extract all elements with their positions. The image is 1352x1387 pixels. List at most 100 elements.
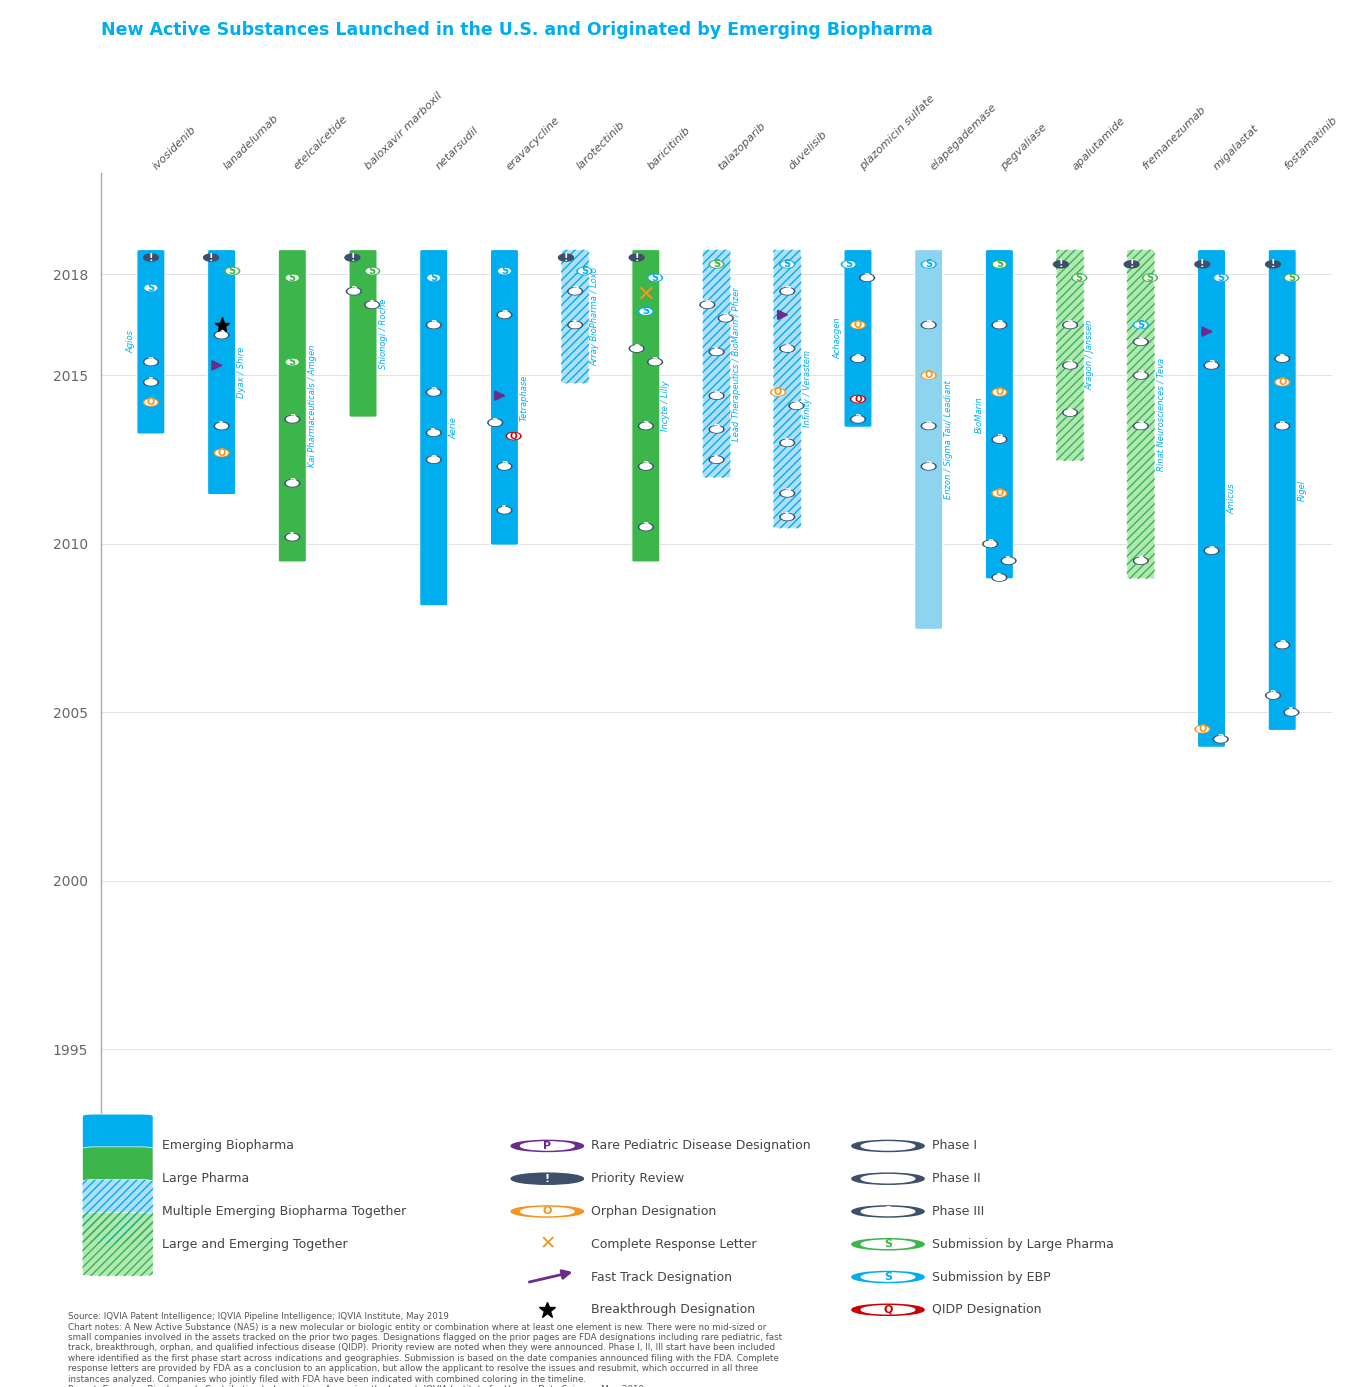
Text: Breakthrough Designation: Breakthrough Designation: [591, 1304, 756, 1316]
Circle shape: [923, 463, 934, 469]
Circle shape: [287, 480, 297, 485]
Text: 1: 1: [714, 347, 719, 356]
Circle shape: [994, 437, 1005, 442]
Circle shape: [992, 388, 1007, 395]
Text: Orphan Designation: Orphan Designation: [591, 1205, 717, 1218]
Text: Incyte / Lilly: Incyte / Lilly: [661, 380, 671, 431]
Text: 1: 1: [369, 300, 376, 309]
FancyBboxPatch shape: [703, 250, 730, 479]
Text: 3: 3: [784, 286, 791, 297]
Circle shape: [648, 275, 662, 282]
Text: S: S: [652, 273, 658, 283]
Text: Emerging Biopharma: Emerging Biopharma: [162, 1140, 293, 1153]
FancyBboxPatch shape: [279, 250, 307, 562]
Text: 3: 3: [1209, 361, 1215, 370]
Circle shape: [287, 359, 297, 365]
Circle shape: [1133, 322, 1148, 329]
Circle shape: [638, 423, 653, 430]
Circle shape: [1284, 275, 1299, 282]
Circle shape: [429, 322, 439, 327]
Circle shape: [568, 287, 583, 295]
Text: 1: 1: [884, 1142, 892, 1151]
Text: S: S: [228, 266, 235, 276]
FancyBboxPatch shape: [1198, 250, 1225, 748]
Circle shape: [1276, 423, 1288, 429]
Text: 2: 2: [987, 540, 994, 549]
Text: 2: 2: [1067, 408, 1073, 417]
Circle shape: [226, 268, 238, 273]
Circle shape: [629, 254, 644, 261]
Circle shape: [629, 345, 644, 352]
Circle shape: [649, 275, 661, 280]
Circle shape: [287, 416, 297, 422]
Text: Fast Track Designation: Fast Track Designation: [591, 1270, 731, 1283]
Text: Agios: Agios: [126, 330, 135, 354]
Circle shape: [844, 262, 854, 268]
Text: Phase II: Phase II: [932, 1172, 980, 1186]
FancyBboxPatch shape: [419, 250, 448, 606]
Circle shape: [852, 1140, 925, 1151]
Circle shape: [206, 255, 216, 261]
Text: 1: 1: [572, 320, 579, 330]
Text: 1: 1: [1288, 707, 1295, 717]
FancyBboxPatch shape: [82, 1179, 153, 1243]
Text: 2: 2: [722, 313, 729, 323]
Circle shape: [850, 416, 865, 423]
Text: S: S: [1288, 273, 1295, 283]
Text: 2: 2: [854, 354, 861, 363]
Circle shape: [639, 524, 652, 530]
Circle shape: [781, 345, 794, 351]
Circle shape: [1276, 642, 1288, 648]
Circle shape: [204, 254, 219, 261]
Circle shape: [285, 534, 300, 541]
Circle shape: [781, 440, 794, 445]
Circle shape: [710, 426, 723, 433]
Circle shape: [429, 430, 439, 436]
Text: 2: 2: [1270, 691, 1276, 700]
Circle shape: [511, 1205, 584, 1216]
Circle shape: [1064, 362, 1076, 368]
Circle shape: [1205, 362, 1220, 369]
Text: 1: 1: [147, 377, 154, 387]
Circle shape: [710, 261, 723, 268]
Circle shape: [852, 1272, 925, 1283]
Circle shape: [1213, 275, 1228, 282]
Text: Large Pharma: Large Pharma: [162, 1172, 249, 1186]
Text: 1: 1: [714, 455, 719, 465]
Circle shape: [1136, 373, 1146, 379]
Circle shape: [994, 491, 1005, 497]
FancyBboxPatch shape: [1126, 250, 1155, 578]
Circle shape: [711, 456, 722, 462]
Text: S: S: [500, 266, 508, 276]
Text: 1: 1: [784, 512, 791, 522]
Text: Lead Therapeutics / BioMarin / Pfizer: Lead Therapeutics / BioMarin / Pfizer: [733, 287, 741, 441]
Circle shape: [700, 301, 715, 308]
Text: 2: 2: [642, 462, 649, 472]
Text: Dyax / Shire: Dyax / Shire: [237, 347, 246, 398]
Text: Aerie: Aerie: [449, 416, 458, 438]
Circle shape: [649, 359, 661, 365]
Circle shape: [1133, 372, 1148, 379]
FancyBboxPatch shape: [773, 250, 802, 528]
Circle shape: [781, 262, 794, 268]
Circle shape: [861, 1305, 915, 1313]
Text: 2: 2: [714, 424, 719, 434]
Text: S: S: [884, 1272, 892, 1282]
Circle shape: [426, 275, 441, 282]
Text: plazomicin sulfate: plazomicin sulfate: [859, 93, 937, 172]
Circle shape: [1063, 322, 1078, 329]
Circle shape: [1286, 710, 1297, 716]
Circle shape: [521, 1142, 575, 1150]
Text: 2: 2: [430, 387, 437, 397]
Circle shape: [994, 262, 1005, 268]
Text: 2: 2: [784, 488, 791, 498]
Circle shape: [287, 534, 297, 540]
Circle shape: [852, 1173, 925, 1184]
Circle shape: [224, 268, 239, 275]
Circle shape: [992, 322, 1007, 329]
Text: netarsudil: netarsudil: [434, 125, 480, 172]
Text: O: O: [773, 387, 783, 397]
Circle shape: [921, 423, 936, 430]
Text: Source: IQVIA Patent Intelligence; IQVIA Pipeline Intelligence; IQVIA Institute,: Source: IQVIA Patent Intelligence; IQVIA…: [68, 1312, 781, 1387]
Circle shape: [145, 255, 157, 261]
